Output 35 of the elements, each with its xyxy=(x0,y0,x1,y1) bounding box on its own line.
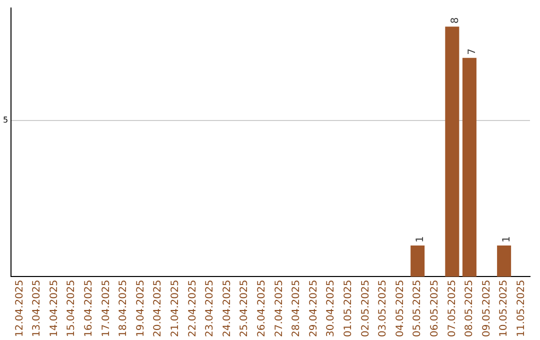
data-label: 8 xyxy=(450,17,461,24)
x-tick-label: 09.05.2025 xyxy=(481,280,492,338)
x-tick-label: 29.04.2025 xyxy=(308,280,320,338)
x-tick-label: 04.05.2025 xyxy=(394,280,406,338)
x-tick-label: 16.04.2025 xyxy=(84,280,95,338)
data-label: 1 xyxy=(502,236,513,242)
x-tick-label: 21.04.2025 xyxy=(170,280,182,338)
data-label: 7 xyxy=(467,48,478,55)
x-tick-label: 06.05.2025 xyxy=(429,280,440,338)
x-tick-label: 11.05.2025 xyxy=(516,280,527,338)
x-tick-label: 13.04.2025 xyxy=(32,280,43,338)
x-tick-label: 27.04.2025 xyxy=(274,280,285,338)
x-tick-label: 15.04.2025 xyxy=(66,280,78,338)
x-tick-label: 18.04.2025 xyxy=(118,280,130,338)
x-tick-label: 12.04.2025 xyxy=(14,280,26,338)
x-tick-label: 10.05.2025 xyxy=(498,280,510,338)
x-tick-label: 28.04.2025 xyxy=(291,280,302,338)
x-tick-label: 25.04.2025 xyxy=(239,280,250,338)
x-tick-label: 22.04.2025 xyxy=(187,280,198,338)
x-tick-label: 23.04.2025 xyxy=(204,280,216,338)
x-tick-label: 08.05.2025 xyxy=(464,280,476,338)
x-tick-label: 26.04.2025 xyxy=(256,280,268,338)
x-tick-label: 03.05.2025 xyxy=(378,280,389,338)
x-tick-label: 01.05.2025 xyxy=(342,280,354,338)
x-tick-label: 19.04.2025 xyxy=(135,280,146,338)
x-tick-label: 30.04.2025 xyxy=(326,280,337,338)
x-tick-label: 14.04.2025 xyxy=(48,280,60,338)
x-tick-label: 17.04.2025 xyxy=(100,280,112,338)
x-tick-label: 05.05.2025 xyxy=(412,280,424,338)
x-tick-label: 07.05.2025 xyxy=(446,280,458,338)
y-tick-label: 5 xyxy=(2,115,8,124)
x-tick-label: 02.05.2025 xyxy=(360,280,372,338)
x-tick-label: 24.04.2025 xyxy=(222,280,233,338)
x-tick-label: 20.04.2025 xyxy=(152,280,164,338)
data-label: 1 xyxy=(415,236,426,242)
